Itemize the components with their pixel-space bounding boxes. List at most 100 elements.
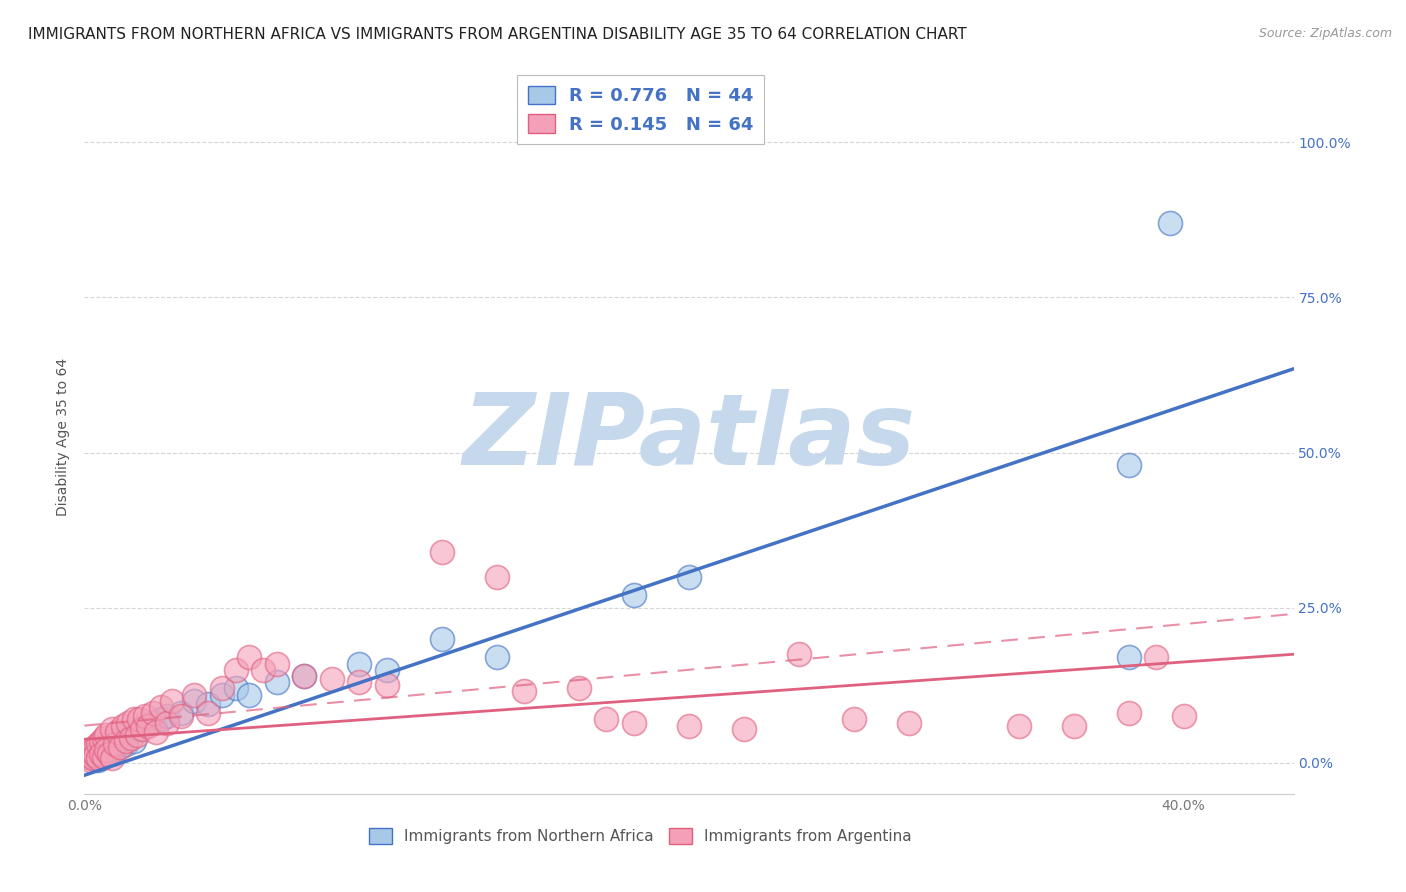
Point [117,728,139,742]
Point [347,675,370,690]
Point [79,749,101,764]
Point [211,681,233,696]
Point [1144,650,1167,665]
Y-axis label: Disability Age 35 to 64: Disability Age 35 to 64 [56,358,70,516]
Point [733,722,755,736]
Point [375,663,398,677]
Point [104,742,127,756]
Point [169,706,191,721]
Point [156,709,179,723]
Point [96,747,118,761]
Point [128,722,150,736]
Point [111,731,134,745]
Point [225,681,247,696]
Point [1118,458,1140,472]
Point [82,743,104,757]
Point [114,734,136,748]
Point [101,747,124,761]
Point [122,713,145,727]
Text: Source: ZipAtlas.com: Source: ZipAtlas.com [1258,27,1392,40]
Point [87,743,110,757]
Point [108,740,131,755]
Point [485,570,508,584]
Point [87,751,110,765]
Point [238,650,260,665]
Point [897,715,920,730]
Point [82,751,104,765]
Point [105,737,128,751]
Point [111,718,134,732]
Point [150,713,173,727]
Point [93,731,115,745]
Point [375,678,398,692]
Point [678,718,700,732]
Point [108,740,131,755]
Point [183,694,205,708]
Text: IMMIGRANTS FROM NORTHERN AFRICA VS IMMIGRANTS FROM ARGENTINA DISABILITY AGE 35 T: IMMIGRANTS FROM NORTHERN AFRICA VS IMMIG… [28,27,967,42]
Point [197,706,219,721]
Point [292,669,315,683]
Point [114,737,136,751]
Point [79,753,101,767]
Point [485,650,508,665]
Point [98,747,121,761]
Point [134,709,156,723]
Point [90,745,112,759]
Point [82,751,104,765]
Point [1118,706,1140,721]
Point [96,728,118,742]
Point [225,663,247,677]
Point [82,747,104,761]
Point [238,688,260,702]
Point [84,748,107,763]
Point [84,740,107,755]
Point [93,740,115,755]
Point [430,632,453,646]
Point [266,657,288,671]
Point [430,545,453,559]
Point [162,694,184,708]
Point [96,743,118,757]
Point [98,743,121,757]
Point [595,713,617,727]
Point [568,681,591,696]
Point [347,657,370,671]
Point [76,749,98,764]
Legend: Immigrants from Northern Africa, Immigrants from Argentina: Immigrants from Northern Africa, Immigra… [363,822,918,850]
Point [101,722,124,736]
Point [90,751,112,765]
Point [90,734,112,748]
Point [120,731,142,745]
Point [142,715,165,730]
Point [145,724,167,739]
Point [90,747,112,761]
Point [292,669,315,683]
Point [678,570,700,584]
Point [93,749,115,764]
Point [211,688,233,702]
Point [87,753,110,767]
Text: ZIPatlas: ZIPatlas [463,389,915,485]
Point [79,747,101,761]
Point [104,737,127,751]
Point [96,737,118,751]
Point [1159,216,1181,230]
Point [122,734,145,748]
Point [125,728,148,742]
Point [156,715,179,730]
Point [321,672,343,686]
Point [117,715,139,730]
Point [513,684,536,698]
Point [101,751,124,765]
Point [128,713,150,727]
Point [134,718,156,732]
Point [623,588,645,602]
Point [1118,650,1140,665]
Point [1173,709,1195,723]
Point [87,737,110,751]
Point [101,734,124,748]
Point [183,688,205,702]
Point [131,722,153,736]
Point [136,718,159,732]
Point [197,697,219,711]
